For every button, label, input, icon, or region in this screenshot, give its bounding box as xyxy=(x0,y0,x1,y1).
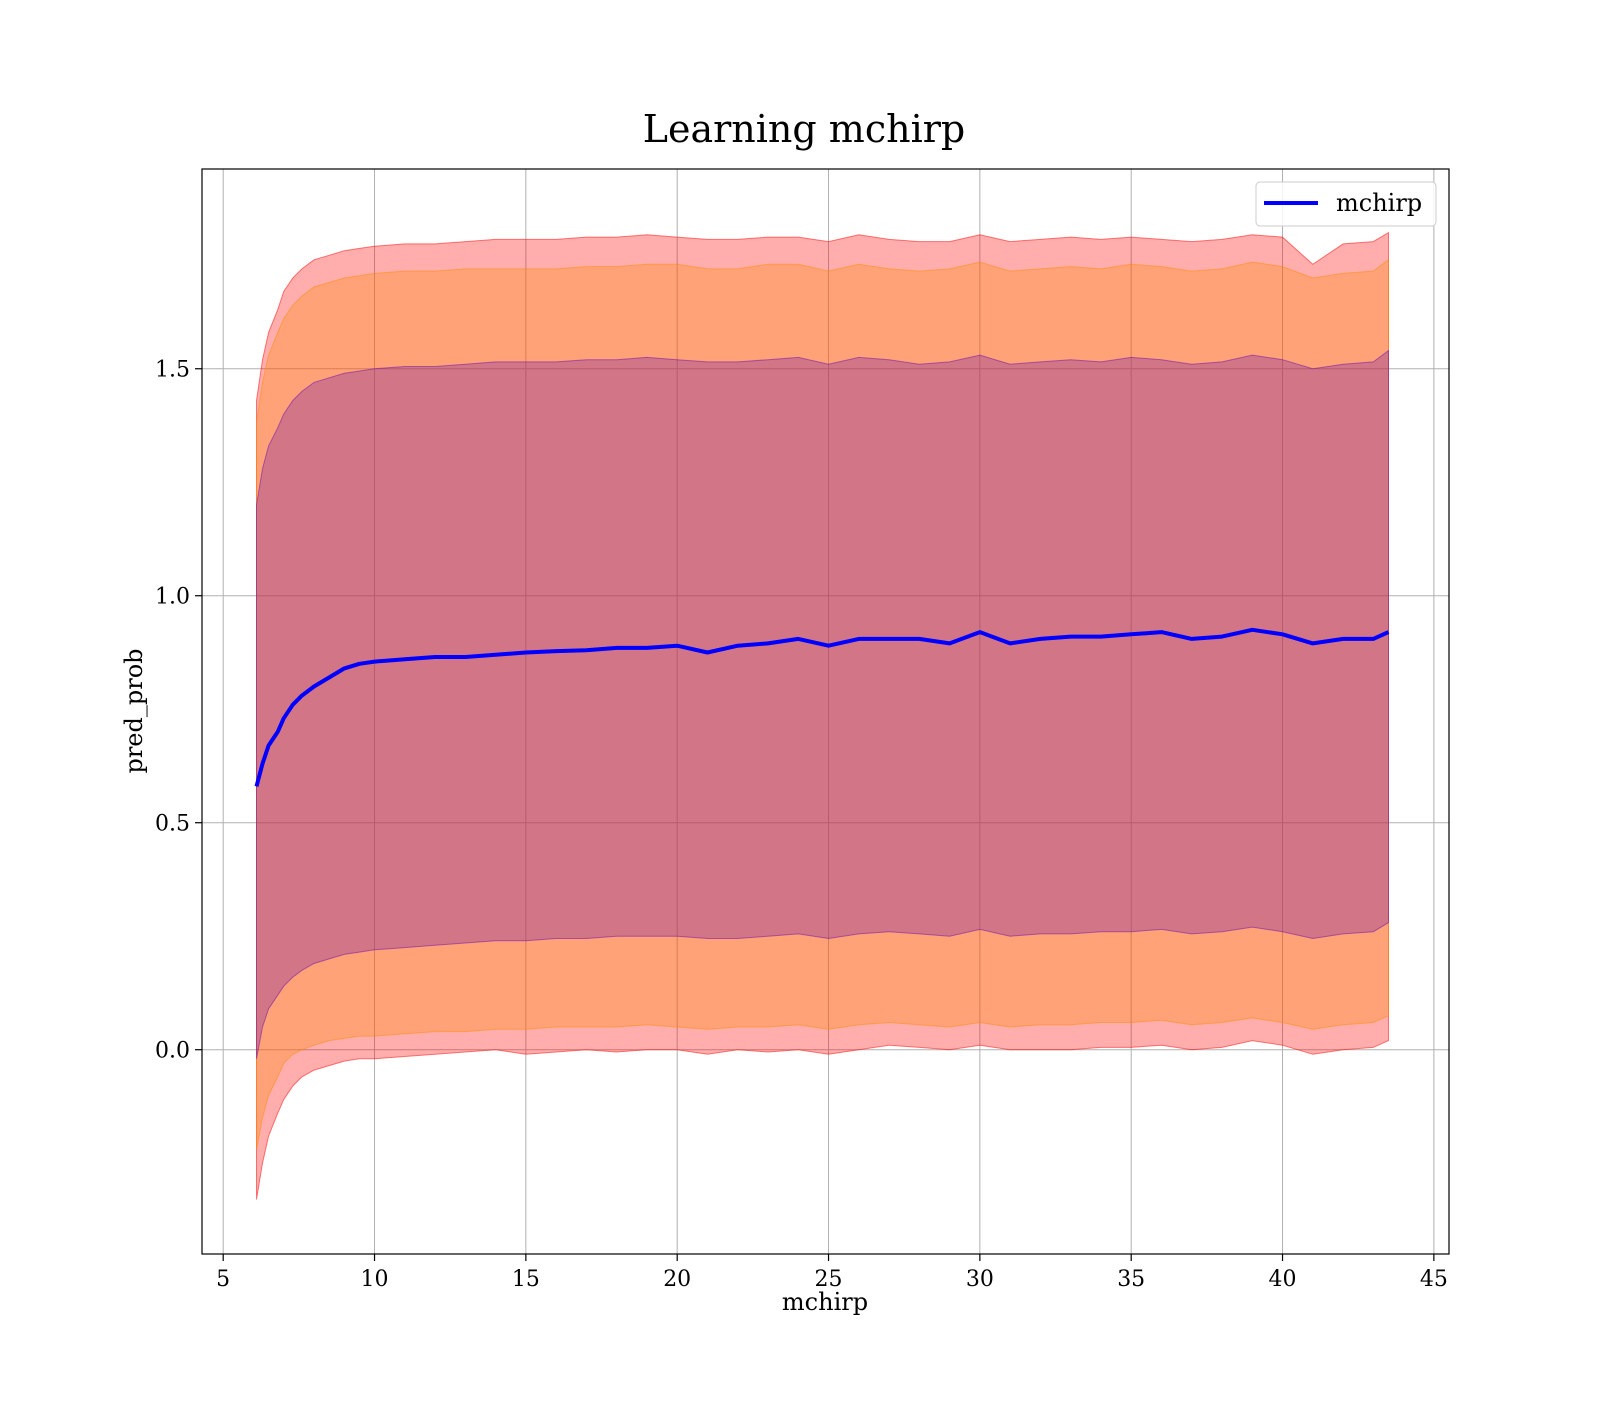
x-tick-label: 30 xyxy=(966,1267,994,1292)
y-tick-label: 0.0 xyxy=(155,1039,190,1064)
uncertainty-band xyxy=(256,349,1389,1059)
x-tick-label: 45 xyxy=(1420,1267,1448,1292)
x-tick-label: 25 xyxy=(815,1267,843,1292)
series-line xyxy=(254,627,1390,787)
y-axis-label: pred_prob xyxy=(120,648,148,773)
x-tick-label: 35 xyxy=(1117,1267,1145,1292)
grid-layer xyxy=(202,169,1449,1254)
line-layer xyxy=(254,627,1390,787)
band-layer xyxy=(256,231,1389,1200)
plot-frame xyxy=(201,168,1450,1255)
x-tick-label: 15 xyxy=(512,1267,540,1292)
x-tick-label: 40 xyxy=(1269,1267,1297,1292)
legend: mchirp xyxy=(1255,181,1437,227)
legend-label: mchirp xyxy=(1336,189,1422,217)
y-tick-label: 0.5 xyxy=(155,812,190,837)
legend-box xyxy=(1255,181,1437,227)
y-tick-label: 1.0 xyxy=(155,585,190,610)
uncertainty-band xyxy=(256,231,1389,1200)
tick-layer: 5 10 15 20 25 30 35 40 45 0.0 0.5 1.0 1.5 xyxy=(155,358,1448,1292)
x-tick-label: 10 xyxy=(361,1267,389,1292)
y-tick-label: 1.5 xyxy=(155,358,190,383)
x-tick-label: 20 xyxy=(663,1267,691,1292)
x-axis-label: mchirp xyxy=(782,1288,868,1316)
chart-title: Learning mchirp xyxy=(643,107,965,151)
x-tick-label: 5 xyxy=(216,1267,230,1292)
uncertainty-band xyxy=(256,258,1389,1150)
